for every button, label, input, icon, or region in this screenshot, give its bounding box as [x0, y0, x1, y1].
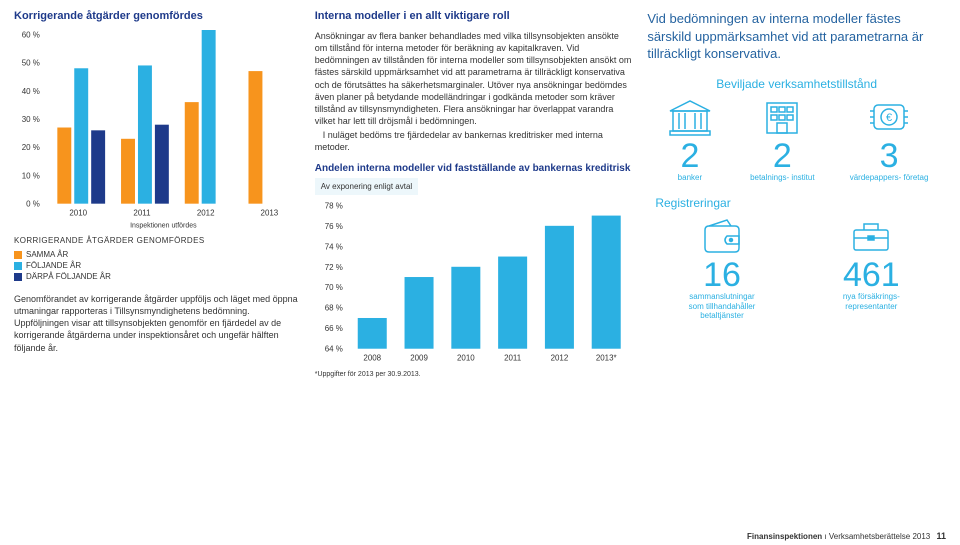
chart-internal-models: 64 % 66 % 68 % 70 % 72 % 74 % 76 % 78 % 2008 200… — [315, 199, 634, 369]
svg-text:2013*: 2013* — [596, 354, 617, 363]
svg-text:68 %: 68 % — [324, 304, 342, 313]
section2-stats: 16 sammanslutningar som tillhandahåller … — [647, 216, 946, 321]
chart2-subtitle: Av exponering enligt avtal — [315, 178, 418, 195]
svg-text:50 %: 50 % — [22, 59, 40, 68]
page-number: 11 — [936, 531, 946, 541]
stat-label: banker — [678, 173, 702, 183]
svg-text:2010: 2010 — [69, 209, 87, 218]
svg-text:Inspektionen utfördes: Inspektionen utfördes — [130, 223, 197, 230]
stat-num: 2 — [680, 139, 699, 173]
svg-text:2011: 2011 — [133, 209, 151, 218]
stat-banker: 2 banker — [665, 97, 715, 183]
footer-brand: Finansinspektionen — [747, 532, 822, 541]
svg-text:40 %: 40 % — [22, 87, 40, 96]
svg-text:30 %: 30 % — [22, 115, 40, 124]
svg-text:2009: 2009 — [410, 354, 428, 363]
svg-text:2008: 2008 — [363, 354, 381, 363]
svg-text:78 %: 78 % — [324, 202, 342, 211]
svg-text:66 %: 66 % — [324, 325, 342, 334]
mid-body2: I nuläget bedöms tre fjärdedelar av bank… — [315, 129, 634, 153]
svg-text:64 %: 64 % — [324, 345, 342, 354]
stat-num: 3 — [880, 139, 899, 173]
stat-label: sammanslutningar som tillhandahåller bet… — [682, 292, 762, 321]
svg-text:2012: 2012 — [197, 209, 215, 218]
chart-corrective-actions: 0 % 10 % 20 % 30 % 40 % 50 % 60 % 2010 2011 2012… — [14, 30, 301, 230]
svg-text:72 %: 72 % — [324, 263, 342, 272]
svg-text:10 %: 10 % — [22, 171, 40, 180]
left-title: Korrigerande åtgärder genomfördes — [14, 10, 301, 22]
stat-betalningsinstitut: 2 betalnings- institut — [750, 97, 814, 183]
stat-num: 2 — [773, 139, 792, 173]
page-footer: Finansinspektionen ı Verksamhetsberättel… — [747, 531, 946, 541]
bank-icon — [665, 97, 715, 137]
mid-body: Ansökningar av flera banker behandlades … — [315, 30, 634, 127]
svg-text:0 %: 0 % — [26, 200, 40, 209]
svg-text:2013: 2013 — [261, 209, 279, 218]
section1-stats: 2 banker 2 betalnings- institut — [647, 97, 946, 183]
stat-sammanslutningar: 16 sammanslutningar som tillhandahåller … — [682, 216, 762, 321]
stat-label: värdepappers- företag — [850, 173, 929, 183]
euro-chip-icon: € — [864, 97, 914, 137]
building-icon — [757, 97, 807, 137]
stat-label: betalnings- institut — [750, 173, 814, 183]
stat-forsakringsrepresentanter: 461 nya försäkrings- representanter — [831, 216, 911, 321]
svg-text:60 %: 60 % — [22, 30, 40, 39]
mid-title: Interna modeller i en allt viktigare rol… — [315, 10, 634, 22]
legend: SAMMA ÅRFÖLJANDE ÅRDÄRPÅ FÖLJANDE ÅR — [14, 248, 301, 281]
svg-text:€: € — [886, 112, 892, 124]
stat-vardepappersforetag: € 3 värdepappers- företag — [850, 97, 929, 183]
right-highlight: Vid bedömningen av interna modeller fäst… — [647, 10, 946, 63]
wallet-icon — [697, 216, 747, 256]
section2-title: Registreringar — [647, 196, 946, 210]
chart2-note: *Uppgifter för 2013 per 30.9.2013. — [315, 371, 634, 378]
svg-text:20 %: 20 % — [22, 143, 40, 152]
svg-text:74 %: 74 % — [324, 243, 342, 252]
briefcase-icon — [846, 216, 896, 256]
svg-text:2012: 2012 — [550, 354, 568, 363]
section1-title: Beviljade verksamhetstillstånd — [647, 77, 946, 91]
svg-text:2010: 2010 — [457, 354, 475, 363]
stat-num: 461 — [843, 258, 900, 292]
legend-header: KORRIGERANDE ÅTGÄRDER GENOMFÖRDES — [14, 236, 301, 245]
chart2-title: Andelen interna modeller vid fastställan… — [315, 163, 634, 174]
svg-text:2011: 2011 — [504, 354, 522, 363]
svg-text:70 %: 70 % — [324, 284, 342, 293]
footer-doc: Verksamhetsberättelse 2013 — [829, 532, 930, 541]
stat-label: nya försäkrings- representanter — [831, 292, 911, 311]
svg-text:76 %: 76 % — [324, 222, 342, 231]
stat-num: 16 — [703, 258, 741, 292]
left-paragraph: Genomförandet av korrigerande åtgärder u… — [14, 293, 301, 354]
